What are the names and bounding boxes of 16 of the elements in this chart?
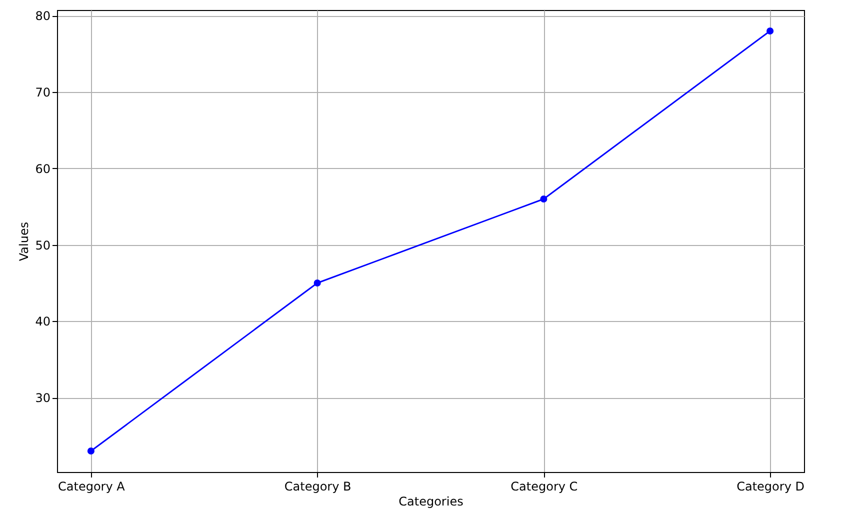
y-tick-label: 40 [35, 314, 50, 329]
x-tick-label: Category C [510, 480, 578, 494]
y-tick-label: 70 [35, 86, 50, 100]
y-tick-label: 50 [35, 238, 50, 252]
point [766, 27, 774, 35]
y-tick-label: 60 [35, 162, 50, 176]
y-tick-label: 80 [35, 9, 50, 24]
x-tick-label: Category B [284, 480, 352, 494]
point [87, 447, 94, 455]
y-axis-title: Values [17, 222, 32, 262]
x-axis-title: Categories [398, 494, 464, 508]
x-tick-label: Category D [736, 480, 804, 494]
y-tick-label: 30 [35, 391, 50, 406]
point [540, 195, 548, 203]
x-tick-label: Category A [58, 480, 126, 494]
point [314, 279, 321, 287]
